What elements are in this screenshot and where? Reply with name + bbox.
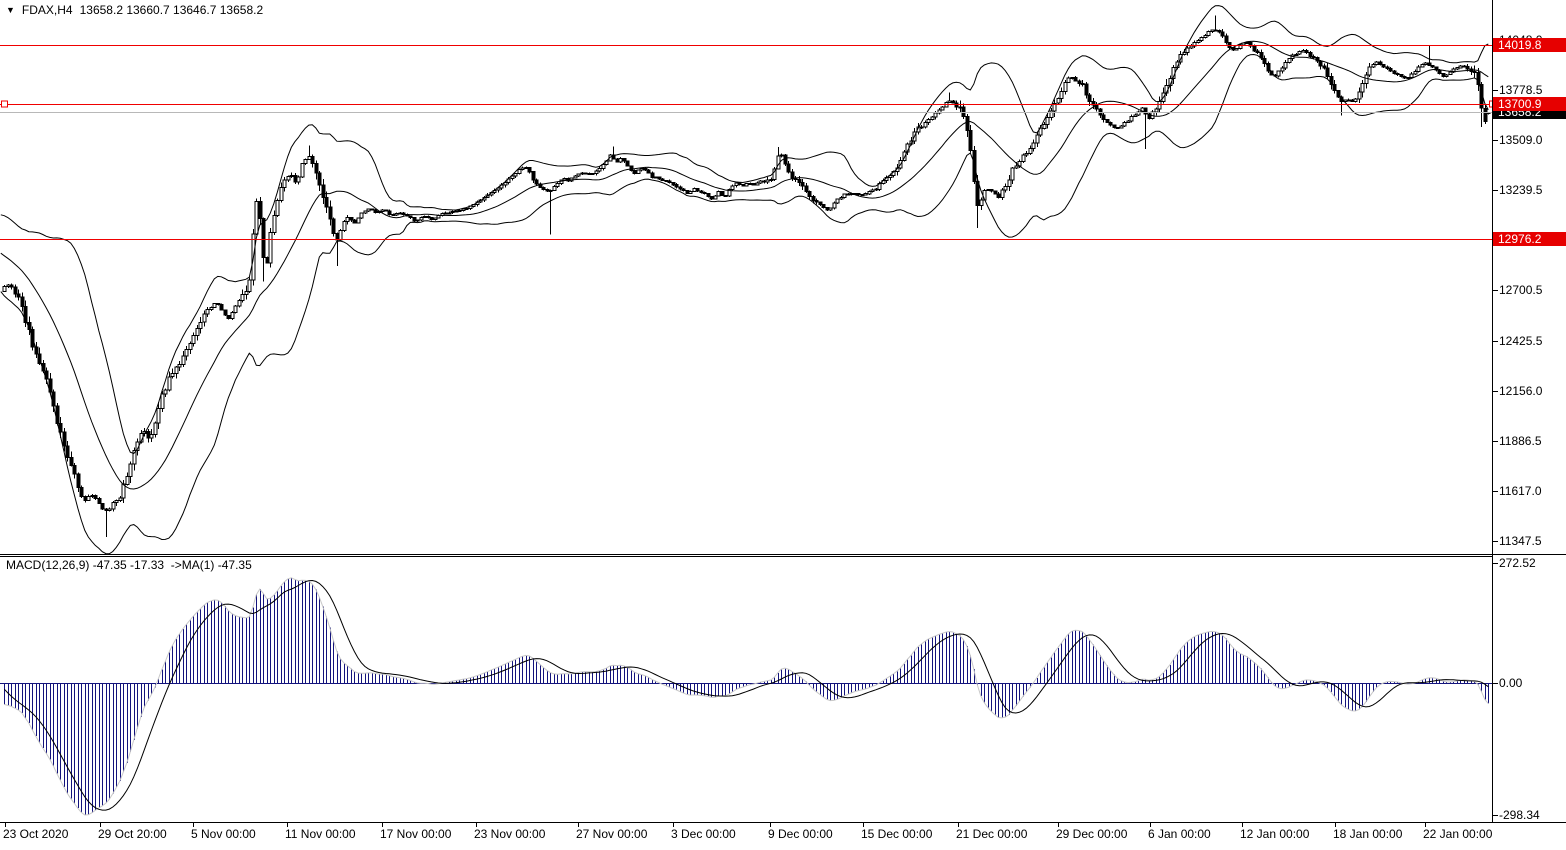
price-tick-label: 13239.5 [1499,183,1543,197]
chart-title-bar: ▼ FDAX,H4 13658.2 13660.7 13646.7 13658.… [6,3,263,17]
time-tick-label: 23 Oct 2020 [3,827,69,841]
price-tick-label: 11347.5 [1499,534,1542,548]
price-tick-label: 12425.5 [1499,334,1543,348]
price-tick-label: 12156.0 [1499,384,1543,398]
time-tick-label: 18 Jan 00:00 [1333,827,1403,841]
time-tick-label: 15 Dec 00:00 [861,827,933,841]
time-tick-label: 23 Nov 00:00 [474,827,546,841]
hline-price-label[interactable]: 13700.9 [1493,97,1566,111]
time-tick-label: 21 Dec 00:00 [956,827,1028,841]
ohlc-quote-label: 13658.2 13660.7 13646.7 13658.2 [79,3,264,17]
time-tick-label: 12 Jan 00:00 [1240,827,1310,841]
time-tick-label: 9 Dec 00:00 [768,827,833,841]
time-tick-label: 29 Oct 20:00 [98,827,167,841]
time-tick-label: 27 Nov 00:00 [576,827,648,841]
symbol-timeframe-label: FDAX,H4 [21,3,73,17]
symbol-dropdown-icon[interactable]: ▼ [6,5,15,15]
price-tick-label: 13509.0 [1499,133,1543,147]
time-tick-label: 5 Nov 00:00 [191,827,256,841]
time-tick-label: 29 Dec 00:00 [1056,827,1128,841]
macd-indicator-label: MACD(12,26,9) -47.35 -17.33 ->MA(1) -47.… [6,558,252,572]
price-tick-label: 12700.5 [1499,283,1543,297]
hline-price-label[interactable]: 14019.8 [1493,38,1566,52]
price-tick-label: 11886.5 [1499,434,1542,448]
price-tick-label: 11617.0 [1499,484,1542,498]
time-tick-label: 3 Dec 00:00 [671,827,736,841]
time-tick-label: 22 Jan 00:00 [1423,827,1493,841]
macd-tick-label: 272.52 [1499,556,1536,570]
time-tick-label: 6 Jan 00:00 [1148,827,1211,841]
macd-tick-label: 0.00 [1499,676,1523,690]
time-tick-label: 11 Nov 00:00 [285,827,356,841]
hline-price-label[interactable]: 12976.2 [1493,232,1566,246]
time-tick-label: 17 Nov 00:00 [380,827,452,841]
macd-tick-label: -298.34 [1499,808,1540,822]
price-tick-label: 13778.5 [1499,83,1543,97]
